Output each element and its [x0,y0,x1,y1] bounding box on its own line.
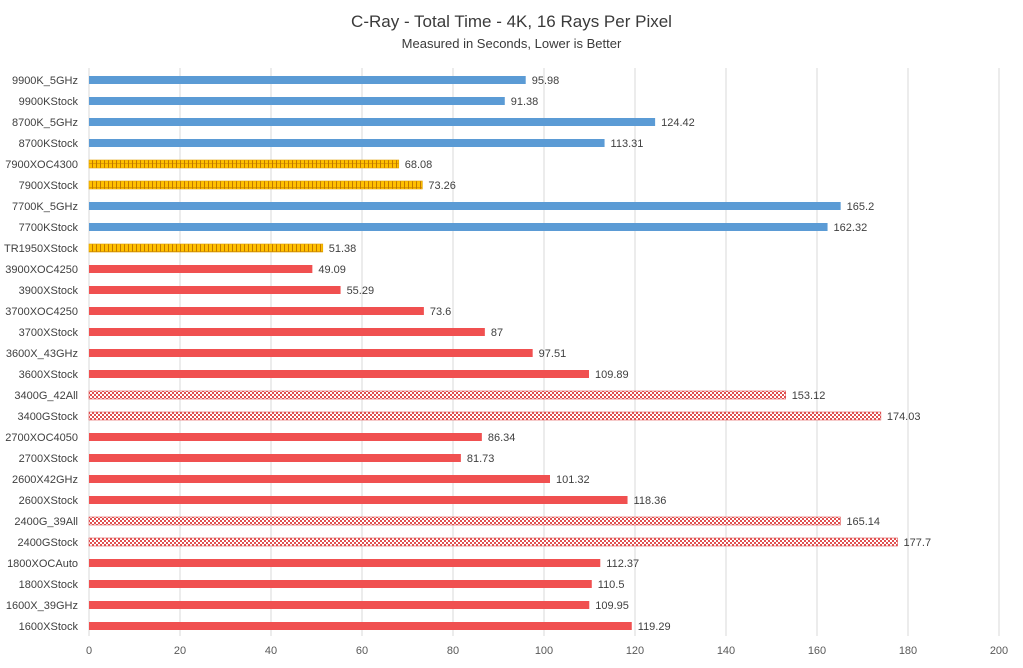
category-label: 1600X_39GHz [6,600,78,612]
chart-subtitle: Measured in Seconds, Lower is Better [401,36,622,51]
data-label: 51.38 [329,243,357,255]
data-label: 124.42 [661,117,695,129]
bar-2600X42GHz [89,475,551,483]
bar-9900K_5GHz [89,76,526,84]
category-label: 9900KStock [19,96,79,108]
bars [88,76,898,630]
bar-3600XStock [89,370,589,378]
bar-7900XStock [88,180,423,190]
x-tick-label: 0 [86,645,92,657]
category-label: 3700XStock [19,327,79,339]
data-label: 97.51 [539,348,567,360]
bar-8700KStock [89,139,605,147]
bar-3700XOC4250 [89,307,424,315]
bar-2400GStock [88,537,898,547]
x-tick-label: 200 [990,645,1008,657]
category-label: 3700XOC4250 [5,306,78,318]
category-label: 2700XStock [19,453,79,465]
category-label: 2700XOC4050 [5,432,78,444]
bar-1600X_39GHz [89,601,590,609]
category-label: 2600XStock [19,495,79,507]
labels: 0 20 40 60 80 100 120 140 160 180 200 9900K_5GHz 95.… [4,75,1008,657]
data-label: 165.14 [846,516,880,528]
category-label: 3600X_43GHz [6,348,78,360]
data-label: 113.31 [611,138,644,150]
data-label: 101.32 [556,474,590,486]
category-label: 2400G_39All [14,516,78,528]
x-tick-label: 120 [626,645,644,657]
bar-7900XOC4300 [88,159,400,169]
bar-1800XStock [89,580,592,588]
category-label: 7900XStock [19,180,79,192]
category-label: 1800XStock [19,579,79,591]
data-label: 86.34 [488,432,516,444]
category-label: 9900K_5GHz [12,75,78,87]
x-tick-label: 40 [265,645,277,657]
data-label: 109.89 [595,369,629,381]
bar-9900KStock [89,97,505,105]
category-label: 8700K_5GHz [12,117,78,129]
data-label: 174.03 [887,411,921,423]
category-label: 2600X42GHz [12,474,78,486]
bar-7700K_5GHz [89,202,841,210]
bar-7700KStock [89,223,828,231]
data-label: 95.98 [532,75,560,87]
x-tick-label: 100 [535,645,553,657]
x-tick-label: 140 [717,645,735,657]
data-label: 177.7 [904,537,932,549]
x-tick-label: 20 [174,645,186,657]
data-label: 110.5 [598,579,625,591]
bar-2400G_39All [88,516,841,526]
data-label: 112.37 [606,558,639,570]
category-label: 3400G_42All [14,390,78,402]
x-tick-label: 60 [356,645,368,657]
bar-1600XStock [89,622,632,630]
bar-2700XOC4050 [89,433,482,441]
bar-1800XOCAuto [89,559,601,567]
bar-3700XStock [89,328,485,336]
data-label: 49.09 [318,264,346,276]
bar-3900XOC4250 [89,265,313,273]
data-label: 73.6 [430,306,451,318]
bar-3900XStock [89,286,341,294]
x-tick-label: 180 [899,645,917,657]
x-tick-label: 160 [808,645,826,657]
data-label: 73.26 [428,180,456,192]
category-label: 1800XOCAuto [7,558,78,570]
data-label: 118.36 [634,495,667,507]
bar-3400G_42All [88,390,786,400]
category-label: 3400GStock [17,411,78,423]
x-tick-label: 80 [447,645,459,657]
bar-TR1950XStock [88,243,324,253]
chart-title: C-Ray - Total Time - 4K, 16 Rays Per Pix… [351,12,672,31]
data-label: 68.08 [405,159,433,171]
data-label: 55.29 [347,285,375,297]
bar-2600XStock [89,496,628,504]
data-label: 81.73 [467,453,495,465]
data-label: 109.95 [595,600,629,612]
category-label: 7700K_5GHz [12,201,78,213]
bar-3600X_43GHz [89,349,533,357]
bar-3400GStock [88,411,882,421]
category-label: 1600XStock [19,621,79,633]
category-label: 7900XOC4300 [5,159,78,171]
data-label: 162.32 [834,222,868,234]
bar-2700XStock [89,454,461,462]
category-label: TR1950XStock [4,243,78,255]
bar-8700K_5GHz [89,118,656,126]
data-label: 119.29 [638,621,671,633]
category-label: 3600XStock [19,369,79,381]
data-label: 165.2 [847,201,875,213]
data-label: 87 [491,327,503,339]
category-label: 3900XOC4250 [5,264,78,276]
data-label: 153.12 [792,390,826,402]
category-label: 8700KStock [19,138,79,150]
data-label: 91.38 [511,96,539,108]
category-label: 2400GStock [17,537,78,549]
category-label: 3900XStock [19,285,79,297]
category-label: 7700KStock [19,222,79,234]
